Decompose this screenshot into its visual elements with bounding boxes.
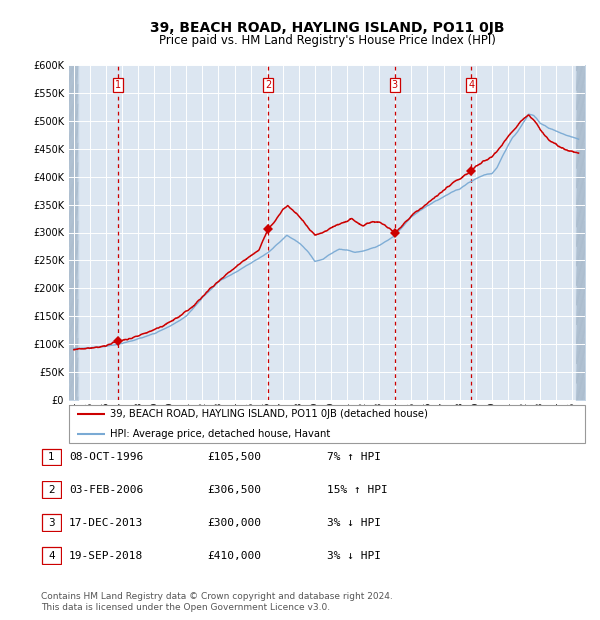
Text: £410,000: £410,000 — [207, 551, 261, 560]
Text: 3% ↓ HPI: 3% ↓ HPI — [327, 551, 381, 560]
Text: 2: 2 — [265, 79, 271, 90]
Text: Price paid vs. HM Land Registry's House Price Index (HPI): Price paid vs. HM Land Registry's House … — [158, 35, 496, 47]
Text: 19-SEP-2018: 19-SEP-2018 — [69, 551, 143, 560]
FancyBboxPatch shape — [42, 481, 61, 498]
Text: Contains HM Land Registry data © Crown copyright and database right 2024.: Contains HM Land Registry data © Crown c… — [41, 592, 392, 601]
FancyBboxPatch shape — [69, 405, 585, 443]
Text: 4: 4 — [468, 79, 474, 90]
Text: £105,500: £105,500 — [207, 452, 261, 462]
Text: HPI: Average price, detached house, Havant: HPI: Average price, detached house, Hava… — [110, 428, 331, 439]
Text: 39, BEACH ROAD, HAYLING ISLAND, PO11 0JB: 39, BEACH ROAD, HAYLING ISLAND, PO11 0JB — [150, 21, 504, 35]
Text: 03-FEB-2006: 03-FEB-2006 — [69, 485, 143, 495]
Text: 4: 4 — [48, 551, 55, 560]
Text: £300,000: £300,000 — [207, 518, 261, 528]
FancyBboxPatch shape — [42, 515, 61, 531]
Text: 39, BEACH ROAD, HAYLING ISLAND, PO11 0JB (detached house): 39, BEACH ROAD, HAYLING ISLAND, PO11 0JB… — [110, 409, 428, 420]
Text: 1: 1 — [48, 452, 55, 462]
Text: 3: 3 — [392, 79, 398, 90]
Text: £306,500: £306,500 — [207, 485, 261, 495]
FancyBboxPatch shape — [42, 449, 61, 465]
Text: 3: 3 — [48, 518, 55, 528]
Text: 17-DEC-2013: 17-DEC-2013 — [69, 518, 143, 528]
Text: 08-OCT-1996: 08-OCT-1996 — [69, 452, 143, 462]
Text: 3% ↓ HPI: 3% ↓ HPI — [327, 518, 381, 528]
Text: 1: 1 — [115, 79, 121, 90]
Text: 2: 2 — [48, 485, 55, 495]
Text: This data is licensed under the Open Government Licence v3.0.: This data is licensed under the Open Gov… — [41, 603, 330, 612]
Text: 7% ↑ HPI: 7% ↑ HPI — [327, 452, 381, 462]
Text: 15% ↑ HPI: 15% ↑ HPI — [327, 485, 388, 495]
FancyBboxPatch shape — [42, 547, 61, 564]
